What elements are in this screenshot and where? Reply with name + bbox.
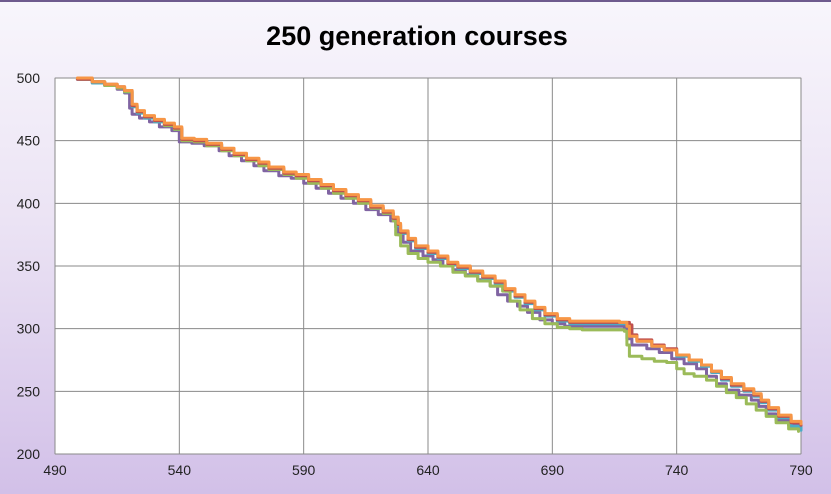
top-border bbox=[0, 0, 831, 2]
y-axis-tick-labels: 200 250 300 350 400 450 500 bbox=[17, 70, 41, 462]
x-tick-label: 490 bbox=[43, 462, 67, 478]
x-tick-label: 790 bbox=[789, 462, 813, 478]
x-axis-tick-labels: 490 540 590 640 690 740 790 bbox=[43, 462, 813, 478]
x-tick-label: 590 bbox=[292, 462, 316, 478]
y-tick-label: 500 bbox=[17, 70, 41, 86]
y-tick-label: 200 bbox=[17, 446, 41, 462]
x-tick-label: 690 bbox=[541, 462, 565, 478]
series-line-1 bbox=[75, 77, 803, 430]
x-tick-label: 640 bbox=[416, 462, 440, 478]
x-tick-label: 740 bbox=[665, 462, 689, 478]
x-tick-label: 540 bbox=[168, 462, 192, 478]
y-tick-label: 250 bbox=[17, 383, 41, 399]
series-layer bbox=[75, 76, 803, 433]
series-line-5 bbox=[75, 76, 803, 426]
chart-title: 250 generation courses bbox=[266, 21, 568, 51]
y-tick-label: 450 bbox=[17, 133, 41, 149]
y-tick-label: 350 bbox=[17, 258, 41, 274]
y-tick-label: 400 bbox=[17, 195, 41, 211]
y-tick-label: 300 bbox=[17, 321, 41, 337]
horizontal-gridlines bbox=[55, 77, 801, 455]
